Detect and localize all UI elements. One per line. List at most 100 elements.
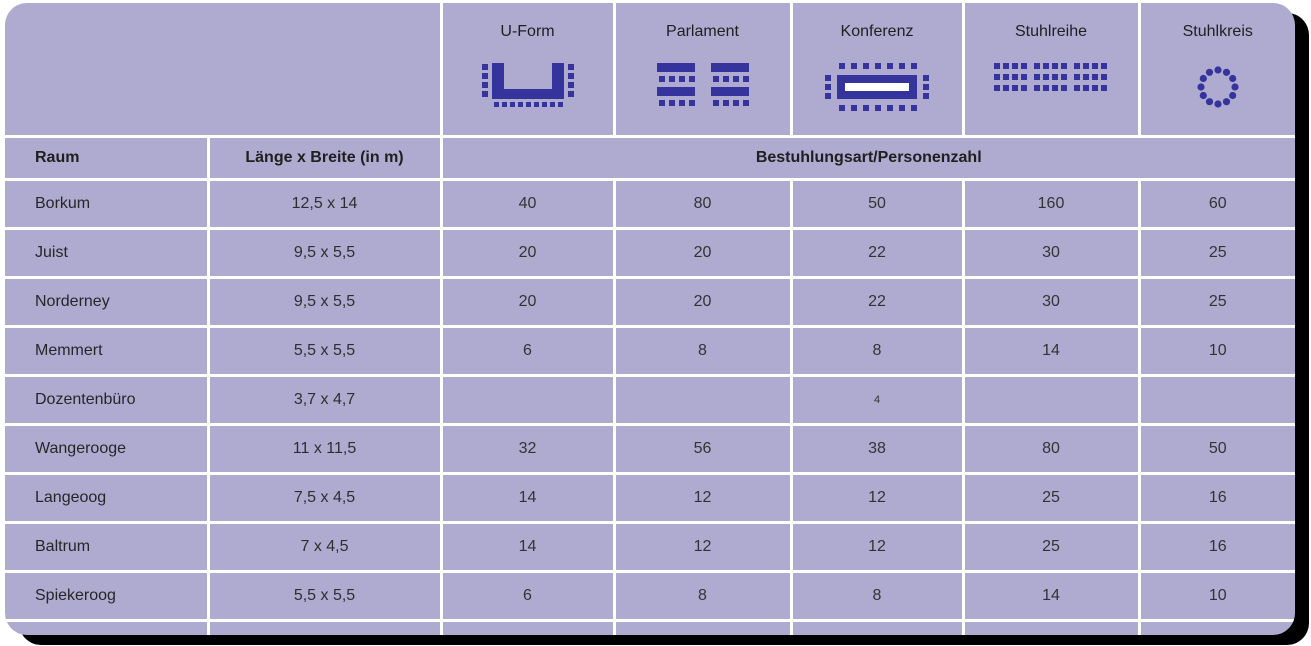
capacity-cell: 25 <box>1139 228 1295 279</box>
capacity-cell: 6 <box>441 326 616 377</box>
capacity-cell: 40 <box>441 179 616 230</box>
capacity-cell: 4 <box>791 375 965 426</box>
corner-blank-cell <box>5 3 443 137</box>
table-row: Langeoog 7,5 x 4,5 14 12 12 25 16 <box>5 473 1295 524</box>
room-size-cell: 5,5 x 5,5 <box>208 326 443 377</box>
column-header-parlament: Parlament <box>614 3 793 137</box>
room-name-cell: Memmert <box>5 326 210 377</box>
capacity-cell <box>614 620 793 635</box>
capacity-cell: 20 <box>441 228 616 279</box>
capacity-cell: 8 <box>791 571 965 622</box>
header-raum: Raum <box>5 135 210 181</box>
seating-type-label: Stuhlreihe <box>1014 23 1088 40</box>
capacity-cell <box>441 375 616 426</box>
column-header-stuhlreihe: Stuhlreihe <box>963 3 1141 137</box>
room-size-cell: 5,5 x 5,5 <box>208 571 443 622</box>
capacity-cell <box>963 375 1141 426</box>
capacity-cell: 6 <box>441 571 616 622</box>
capacity-cell: 80 <box>963 424 1141 475</box>
room-size-cell: 9,5 x 5,5 <box>208 277 443 328</box>
room-name-cell: Borkum <box>5 179 210 230</box>
column-header-konferenz: Konferenz <box>791 3 965 137</box>
capacity-cell: 14 <box>963 326 1141 377</box>
capacity-cell: 14 <box>963 571 1141 622</box>
header-bestuhlungsart: Bestuhlungsart/Personenzahl <box>441 135 1295 181</box>
capacity-cell: 30 <box>963 228 1141 279</box>
capacity-cell: 32 <box>441 424 616 475</box>
capacity-cell: 20 <box>614 228 793 279</box>
capacity-cell: 38 <box>791 424 965 475</box>
u-form-icon <box>443 63 613 112</box>
capacity-cell: 16 <box>1139 522 1295 573</box>
table-row: Memmert 5,5 x 5,5 6 8 8 14 10 <box>5 326 1295 377</box>
capacity-cell: 10 <box>1139 326 1295 377</box>
table-row: Norderney 9,5 x 5,5 20 20 22 30 25 <box>5 277 1295 328</box>
seating-type-label: Stuhlkreis <box>1182 23 1253 40</box>
konferenz-icon <box>793 63 962 116</box>
capacity-cell: 56 <box>614 424 793 475</box>
seating-type-label: Konferenz <box>840 23 914 40</box>
table-row: Juist 9,5 x 5,5 20 20 22 30 25 <box>5 228 1295 279</box>
capacity-cell: 5 <box>791 620 965 635</box>
room-size-cell: 7 x 4,5 <box>208 522 443 573</box>
capacity-cell: 12 <box>614 473 793 524</box>
room-name-cell: Wangerooge <box>5 424 210 475</box>
capacity-cell: 14 <box>441 473 616 524</box>
capacity-table: U-Form <box>5 3 1295 635</box>
table-row: Baltrum 7 x 4,5 14 12 12 25 16 <box>5 522 1295 573</box>
column-header-stuhlkreis: Stuhlkreis <box>1139 3 1295 137</box>
room-size-cell: 7,5 x 4,5 <box>208 473 443 524</box>
capacity-cell: 50 <box>1139 424 1295 475</box>
capacity-cell: 8 <box>614 571 793 622</box>
room-size-cell: 3,7 x 4,7 <box>208 375 443 426</box>
capacity-cell: 20 <box>614 277 793 328</box>
seating-type-header-row: U-Form <box>5 3 1295 137</box>
room-name-cell: Spiekeroog <box>5 571 210 622</box>
room-size-cell: 9,5 x 5,5 <box>208 228 443 279</box>
capacity-cell: 25 <box>963 522 1141 573</box>
capacity-cell: 20 <box>441 277 616 328</box>
capacity-cell: 22 <box>791 228 965 279</box>
table-row: Lüttje Hörn 4,7 x 3,2 5 <box>5 620 1295 636</box>
table-row: Spiekeroog 5,5 x 5,5 6 8 8 14 10 <box>5 571 1295 622</box>
capacity-cell: 60 <box>1139 179 1295 230</box>
capacity-cell: 80 <box>614 179 793 230</box>
capacity-cell <box>614 375 793 426</box>
column-header-u-form: U-Form <box>441 3 616 137</box>
room-name-cell: Norderney <box>5 277 210 328</box>
capacity-cell: 22 <box>791 277 965 328</box>
room-size-cell: 12,5 x 14 <box>208 179 443 230</box>
table-row: Wangerooge 11 x 11,5 32 56 38 80 50 <box>5 424 1295 475</box>
seating-type-label: Parlament <box>666 23 739 40</box>
capacity-cell <box>1139 621 1295 636</box>
capacity-cell: 12 <box>791 522 965 573</box>
header-laenge-breite: Länge x Breite (in m) <box>208 135 443 181</box>
seating-capacity-table: U-Form <box>5 3 1295 635</box>
room-name-cell: Dozentenbüro <box>5 375 210 426</box>
capacity-cell: 160 <box>963 179 1141 230</box>
table-header-row: Raum Länge x Breite (in m) Bestuhlungsar… <box>5 135 1295 181</box>
capacity-cell: 30 <box>963 277 1141 328</box>
capacity-cell: 8 <box>614 326 793 377</box>
table-row: Dozentenbüro 3,7 x 4,7 4 <box>5 375 1295 426</box>
parlament-icon <box>616 63 790 112</box>
capacity-cell: 50 <box>791 179 965 230</box>
room-name-cell: Baltrum <box>5 522 210 573</box>
room-name-cell: Juist <box>5 228 210 279</box>
capacity-cell: 8 <box>791 326 965 377</box>
capacity-cell <box>963 620 1141 635</box>
stuhlreihe-icon <box>965 63 1138 100</box>
room-name-cell: Lüttje Hörn <box>5 620 210 635</box>
seating-type-label: U-Form <box>500 23 555 40</box>
capacity-cell <box>441 620 616 635</box>
room-size-cell: 4,7 x 3,2 <box>208 620 443 635</box>
capacity-cell <box>1139 375 1295 426</box>
capacity-cell: 12 <box>791 473 965 524</box>
room-size-cell: 11 x 11,5 <box>208 424 443 475</box>
stuhlkreis-icon <box>1141 63 1296 116</box>
capacity-cell: 25 <box>963 473 1141 524</box>
table-row: Borkum 12,5 x 14 40 80 50 160 60 <box>5 179 1295 230</box>
capacity-cell: 14 <box>441 522 616 573</box>
capacity-cell: 25 <box>1139 277 1295 328</box>
capacity-cell: 16 <box>1139 473 1295 524</box>
